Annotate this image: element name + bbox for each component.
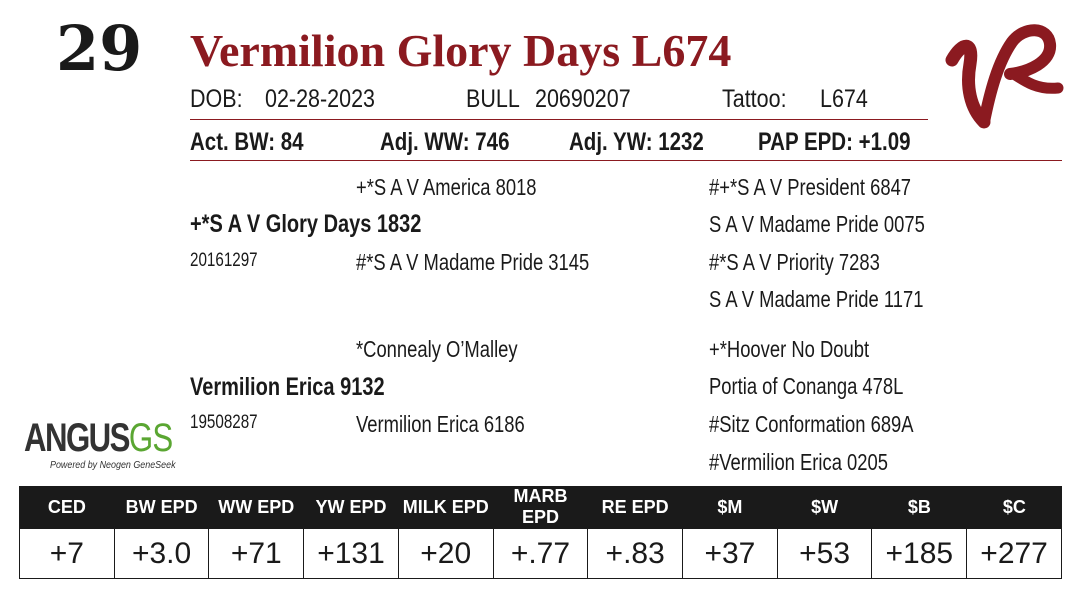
dam-sire: *Connealy O’Malley — [356, 336, 518, 362]
dam-dam-sire: #Sitz Conformation 689A — [709, 411, 914, 437]
dam-name: Vermilion Erica 9132 — [190, 373, 385, 401]
sex-value: BULL — [466, 85, 520, 113]
epd-header-w-index: $W — [776, 486, 872, 529]
actual-birth-weight: Act. BW: 84 — [190, 128, 304, 156]
gs-wordmark: GS — [128, 416, 173, 460]
sire-name: +*S A V Glory Days 1832 — [190, 210, 422, 238]
divider-line — [190, 119, 928, 120]
epd-value-w-index: +53 — [776, 528, 873, 579]
epd-header-b-index: $B — [871, 486, 967, 529]
angus-wordmark: ANGUS — [24, 416, 130, 460]
epd-header-yw: YW EPD — [303, 486, 399, 529]
dam-dam: Vermilion Erica 6186 — [356, 411, 525, 437]
epd-header-marb: MARB EPD — [492, 486, 588, 529]
epd-header-c-index: $C — [966, 486, 1062, 529]
sire-dam: #*S A V Madame Pride 3145 — [356, 249, 590, 275]
epd-header-row: CED BW EPD WW EPD YW EPD MILK EPD MARB E… — [19, 486, 1062, 529]
epd-value-b-index: +185 — [871, 528, 968, 579]
dam-sire-sire: +*Hoover No Doubt — [709, 336, 870, 362]
dob-label: DOB: — [190, 85, 243, 113]
epd-value-row: +7 +3.0 +71 +131 +20 +.77 +.83 +37 +53 +… — [19, 528, 1062, 579]
sire-dam-dam: S A V Madame Pride 1171 — [709, 286, 924, 312]
tattoo-label: Tattoo: — [722, 85, 787, 113]
registration-number: 20690207 — [535, 85, 631, 113]
epd-header-ww: WW EPD — [208, 486, 304, 529]
epd-value-re: +.83 — [587, 528, 684, 579]
angus-gs-logo: ANGUSGS Powered by Neogen GeneSeek — [24, 418, 214, 471]
epd-header-bw: BW EPD — [113, 486, 209, 529]
sire-dam-sire: #*S A V Priority 7283 — [709, 249, 880, 275]
epd-header-m-index: $M — [682, 486, 778, 529]
dam-dam-dam: #Vermilion Erica 0205 — [709, 449, 888, 475]
pap-epd: PAP EPD: +1.09 — [758, 128, 911, 156]
divider-line — [190, 160, 1062, 161]
epd-header-ced: CED — [19, 486, 115, 529]
dob-value: 02-28-2023 — [265, 85, 375, 113]
epd-value-bw: +3.0 — [113, 528, 210, 579]
animal-name-title: Vermilion Glory Days L674 — [190, 25, 732, 76]
dam-sire-dam: Portia of Conanga 478L — [709, 373, 904, 399]
tattoo-value: L674 — [820, 85, 868, 113]
sire-registration: 20161297 — [190, 250, 258, 271]
adjusted-yearling-weight: Adj. YW: 1232 — [569, 128, 704, 156]
vermilion-brand-logo — [945, 24, 1064, 129]
logo-tagline: Powered by Neogen GeneSeek — [50, 459, 176, 471]
epd-table: CED BW EPD WW EPD YW EPD MILK EPD MARB E… — [19, 486, 1062, 579]
epd-value-yw: +131 — [303, 528, 399, 579]
epd-value-milk: +20 — [397, 528, 494, 579]
sire-sire-dam: S A V Madame Pride 0075 — [709, 211, 925, 237]
epd-value-marb: +.77 — [492, 528, 589, 579]
epd-value-m-index: +37 — [682, 528, 778, 579]
adjusted-weaning-weight: Adj. WW: 746 — [380, 128, 510, 156]
epd-value-c-index: +277 — [966, 528, 1062, 579]
epd-header-milk: MILK EPD — [397, 486, 494, 529]
epd-header-re: RE EPD — [587, 486, 683, 529]
sire-sire: +*S A V America 8018 — [356, 174, 537, 200]
epd-value-ced: +7 — [19, 528, 115, 579]
epd-value-ww: +71 — [208, 528, 305, 579]
sire-sire-sire: #+*S A V President 6847 — [709, 174, 912, 200]
dam-registration: 19508287 — [190, 412, 258, 433]
lot-number: 29 — [56, 12, 143, 85]
